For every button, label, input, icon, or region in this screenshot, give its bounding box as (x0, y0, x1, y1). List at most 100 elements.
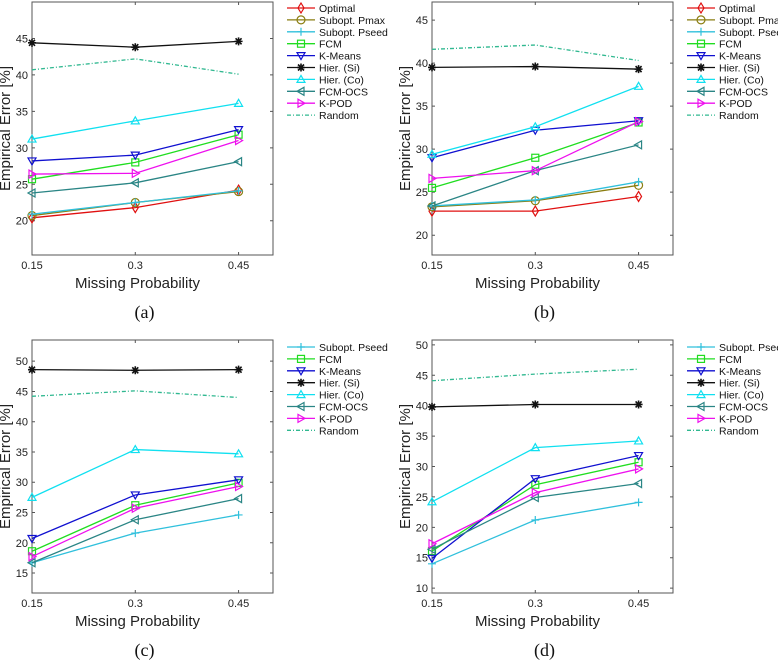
triangle-up-marker (233, 448, 244, 458)
triangle-right-marker (428, 173, 438, 184)
legend-label: Hier. (Co) (719, 74, 764, 86)
series-line (431, 368, 639, 382)
triangle-right-marker (697, 98, 707, 109)
triangle-up-marker (633, 81, 644, 90)
series-k-pod (428, 463, 644, 549)
axes-box (31, 339, 274, 594)
legend-label: Subopt. Pmax (719, 15, 778, 27)
subplot-caption: (a) (135, 302, 155, 323)
series-line (31, 161, 239, 194)
asterisk-marker (697, 63, 705, 72)
series-line (31, 497, 239, 564)
y-tick-label: 45 (416, 370, 428, 382)
legend-entry: Hier. (Si) (687, 378, 760, 390)
legend-label: Random (319, 110, 359, 122)
legend-label: FCM-OCS (319, 86, 368, 98)
legend-label: K-Means (719, 366, 761, 378)
x-tick-label: 0.15 (21, 598, 42, 610)
legend-entry: Hier. (Si) (287, 378, 360, 390)
series-hier-si (428, 62, 643, 74)
series-k-pod (428, 116, 644, 184)
triangle-down-marker (295, 51, 307, 61)
legend-label: FCM-OCS (719, 86, 768, 98)
legend-label: K-POD (319, 98, 353, 110)
triangle-left-marker (130, 514, 139, 525)
triangle-right-marker (297, 98, 307, 109)
legend-entry: Subopt. Pmax (687, 15, 778, 27)
legend-entry: K-POD (687, 98, 753, 110)
series-line (31, 128, 239, 162)
legend-entry: Random (287, 425, 359, 437)
y-axis-label: Empirical Error [%] (397, 404, 414, 529)
x-tick-label: 0.45 (228, 260, 249, 272)
legend-entry: Subopt. Pseed (687, 342, 778, 354)
legend-entry: Hier. (Si) (687, 63, 760, 75)
series-line (431, 468, 639, 545)
x-axis-label: Missing Probability (475, 275, 601, 292)
x-axis-label: Missing Probability (475, 613, 601, 630)
x-tick-label: 0.45 (628, 260, 649, 272)
legend-label: Subopt. Pseed (319, 27, 388, 39)
legend-label: FCM (719, 354, 742, 366)
triangle-left-marker (426, 544, 436, 555)
plus-marker (131, 198, 140, 207)
y-tick-label: 40 (16, 70, 28, 82)
legend-entry: Subopt. Pseed (687, 27, 778, 39)
triangle-left-marker (426, 200, 436, 211)
legend-label: Random (319, 425, 359, 437)
asterisk-marker (234, 37, 243, 46)
square-marker (696, 39, 706, 48)
series-hier-si (28, 365, 243, 375)
series-hier-co (426, 81, 644, 158)
series-random (31, 58, 239, 75)
legend-entry: Hier. (Co) (287, 74, 364, 86)
triangle-right-marker (428, 538, 438, 549)
legend-entry: Subopt. Pseed (287, 27, 388, 39)
triangle-down-marker (695, 51, 707, 61)
asterisk-marker (428, 63, 436, 72)
legend-entry: Random (287, 110, 359, 122)
legend-entry: Hier. (Si) (287, 63, 360, 75)
asterisk-marker (234, 365, 243, 374)
subplot-c: 15 20 25 30 35 40 45 50 0.15 0.3 0.45 Missing Proba… (0, 339, 388, 660)
triangle-left-marker (295, 86, 305, 97)
triangle-up-marker (530, 121, 541, 131)
legend-entry: K-Means (687, 366, 761, 378)
legend-entry: FCM-OCS (287, 401, 368, 414)
triangle-down-marker (633, 451, 644, 461)
triangle-left-marker (695, 86, 705, 97)
triangle-right-marker (634, 463, 644, 474)
y-tick-label: 45 (16, 386, 28, 398)
plus-marker (234, 186, 243, 195)
triangle-up-marker (426, 149, 438, 158)
legend-entry: K-POD (287, 413, 353, 425)
plus-marker (234, 510, 243, 519)
subplot-caption: (c) (135, 640, 155, 660)
series-k-pod (28, 135, 244, 180)
series-line (431, 121, 639, 189)
legend-entry: FCM (687, 39, 742, 51)
triangle-right-marker (234, 481, 244, 492)
triangle-right-marker (28, 551, 38, 562)
x-tick-label: 0.45 (628, 598, 649, 610)
legend-entry: FCM (687, 354, 742, 366)
legend-entry: K-Means (287, 366, 361, 378)
y-tick-label: 20 (416, 522, 428, 534)
y-tick-label: 15 (416, 553, 428, 565)
legend-label: Hier. (Co) (319, 74, 364, 86)
series-line (431, 482, 639, 550)
triangle-right-marker (234, 135, 244, 146)
series-k-means (26, 125, 244, 167)
legend-entry: Subopt. Pseed (287, 342, 388, 354)
legend-entry: K-POD (687, 413, 753, 425)
circle-marker (296, 15, 306, 25)
triangle-right-marker (531, 487, 541, 498)
series-line (432, 195, 639, 212)
asterisk-marker (131, 366, 140, 375)
triangle-down-marker (26, 534, 38, 544)
asterisk-marker (28, 365, 36, 374)
plus-marker (634, 177, 643, 186)
legend-label: Optimal (719, 3, 755, 15)
y-axis-label: Empirical Error [%] (397, 66, 414, 191)
